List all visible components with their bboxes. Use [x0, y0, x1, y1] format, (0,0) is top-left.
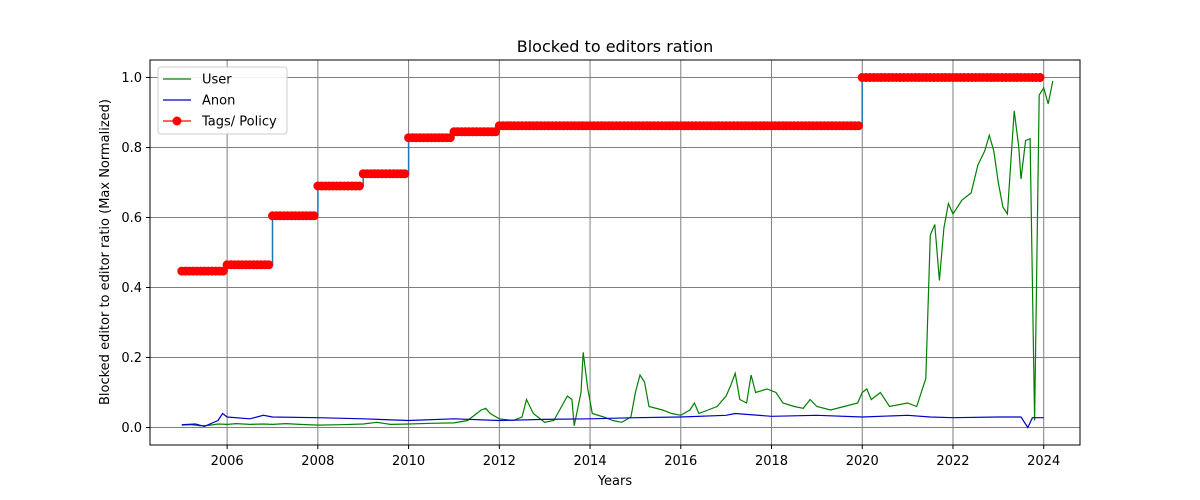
legend-label: Anon	[202, 94, 235, 109]
x-tick-label: 2022	[936, 454, 969, 469]
y-tick-label: 0.6	[121, 211, 142, 226]
y-axis-label: Blocked editor to editor ratio (Max Norm…	[98, 99, 113, 405]
x-tick-label: 2012	[483, 454, 516, 469]
series-tags-policy	[177, 73, 1045, 276]
series-line-user	[181, 80, 1054, 427]
plot-frame	[149, 59, 1081, 446]
tags-policy-marker	[854, 121, 863, 131]
y-tick-label: 0.4	[121, 281, 142, 296]
legend: User Anon Tags/ Policy	[157, 66, 288, 135]
legend-label: Tags/ Policy	[201, 115, 277, 130]
y-tick-label: 0.2	[121, 351, 142, 366]
series-layer	[177, 73, 1054, 429]
tags-policy-marker	[1035, 73, 1045, 82]
x-tick-label: 2010	[392, 454, 425, 469]
y-tick-label: 0.8	[121, 141, 142, 156]
y-axis: 0.0 0.2 0.4 0.6 0.8 1.0	[121, 71, 150, 436]
series-line-anon	[181, 412, 1044, 429]
x-axis: 2006 2008 2010 2012 2014 2016 2018 2020 2022 2024	[211, 445, 1060, 469]
tags-policy-marker	[264, 260, 274, 270]
x-tick-label: 2016	[664, 454, 697, 469]
x-tick-label: 2006	[211, 454, 244, 469]
legend-swatch-marker	[172, 116, 182, 126]
y-tick-label: 1.0	[121, 71, 142, 86]
tags-policy-marker	[354, 181, 364, 191]
chart-title: Blocked to editors ration	[517, 37, 713, 56]
x-axis-label: Years	[597, 474, 633, 489]
x-tick-label: 2008	[301, 454, 334, 469]
legend-label: User	[202, 73, 232, 88]
tags-policy-marker	[309, 211, 319, 221]
x-tick-label: 2014	[574, 454, 607, 469]
x-tick-label: 2018	[755, 454, 788, 469]
y-tick-label: 0.0	[121, 421, 142, 436]
tags-policy-marker	[400, 169, 410, 179]
x-tick-label: 2020	[846, 454, 879, 469]
legend-box	[157, 66, 288, 135]
x-tick-label: 2024	[1027, 454, 1060, 469]
